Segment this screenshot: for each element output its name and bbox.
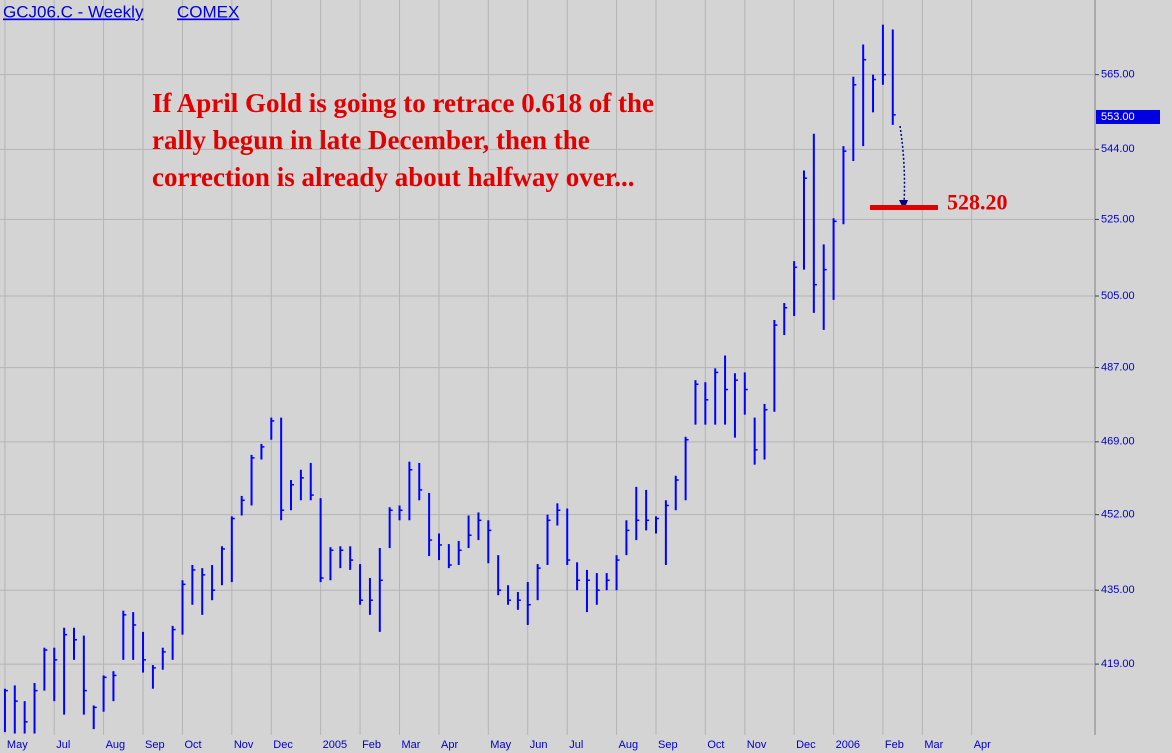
y-tick-label: 565.00 — [1101, 69, 1135, 81]
x-tick-label: Apr — [974, 739, 991, 751]
x-tick-label: 2006 — [836, 739, 860, 751]
x-tick-label: Dec — [273, 739, 293, 751]
annotation-line: If April Gold is going to retrace 0.618 … — [152, 88, 654, 118]
annotation-line: rally begun in late December, then the — [152, 125, 590, 155]
x-tick-label: Aug — [106, 739, 126, 751]
exchange-link[interactable]: COMEX — [177, 2, 239, 21]
x-tick-label: Mar — [924, 739, 943, 751]
target-label: 528.20 — [947, 189, 1008, 214]
x-tick-label: Jul — [56, 739, 70, 751]
x-tick-label: Feb — [885, 739, 904, 751]
x-tick-label: Sep — [145, 739, 165, 751]
x-tick-label: Aug — [619, 739, 639, 751]
y-tick-label: 544.00 — [1101, 143, 1135, 155]
chart-title[interactable]: GCJ06.C - Weekly — [3, 2, 144, 21]
x-tick-label: Sep — [658, 739, 678, 751]
x-tick-label: Nov — [234, 739, 254, 751]
last-price-box — [1096, 109, 1160, 124]
y-tick-label: 505.00 — [1101, 290, 1135, 302]
x-tick-label: Jul — [569, 739, 583, 751]
last-price-label: 553.00 — [1101, 111, 1135, 123]
x-tick-label: Oct — [707, 739, 724, 751]
x-tick-label: Apr — [441, 739, 458, 751]
y-tick-label: 487.00 — [1101, 361, 1135, 373]
annotation-line: correction is already about halfway over… — [152, 162, 634, 192]
x-tick-label: Jun — [530, 739, 548, 751]
x-tick-label: Nov — [747, 739, 767, 751]
y-tick-label: 419.00 — [1101, 658, 1135, 670]
y-tick-label: 525.00 — [1101, 213, 1135, 225]
x-tick-label: May — [490, 739, 511, 751]
x-tick-label: Oct — [185, 739, 202, 751]
y-tick-label: 469.00 — [1101, 436, 1135, 448]
x-tick-label: Feb — [362, 739, 381, 751]
y-tick-label: 452.00 — [1101, 509, 1135, 521]
x-tick-label: Dec — [796, 739, 816, 751]
bars — [3, 24, 896, 734]
x-tick-label: May — [7, 739, 28, 751]
x-tick-label: Mar — [402, 739, 421, 751]
x-tick-label: 2005 — [323, 739, 347, 751]
y-tick-label: 435.00 — [1101, 584, 1135, 596]
